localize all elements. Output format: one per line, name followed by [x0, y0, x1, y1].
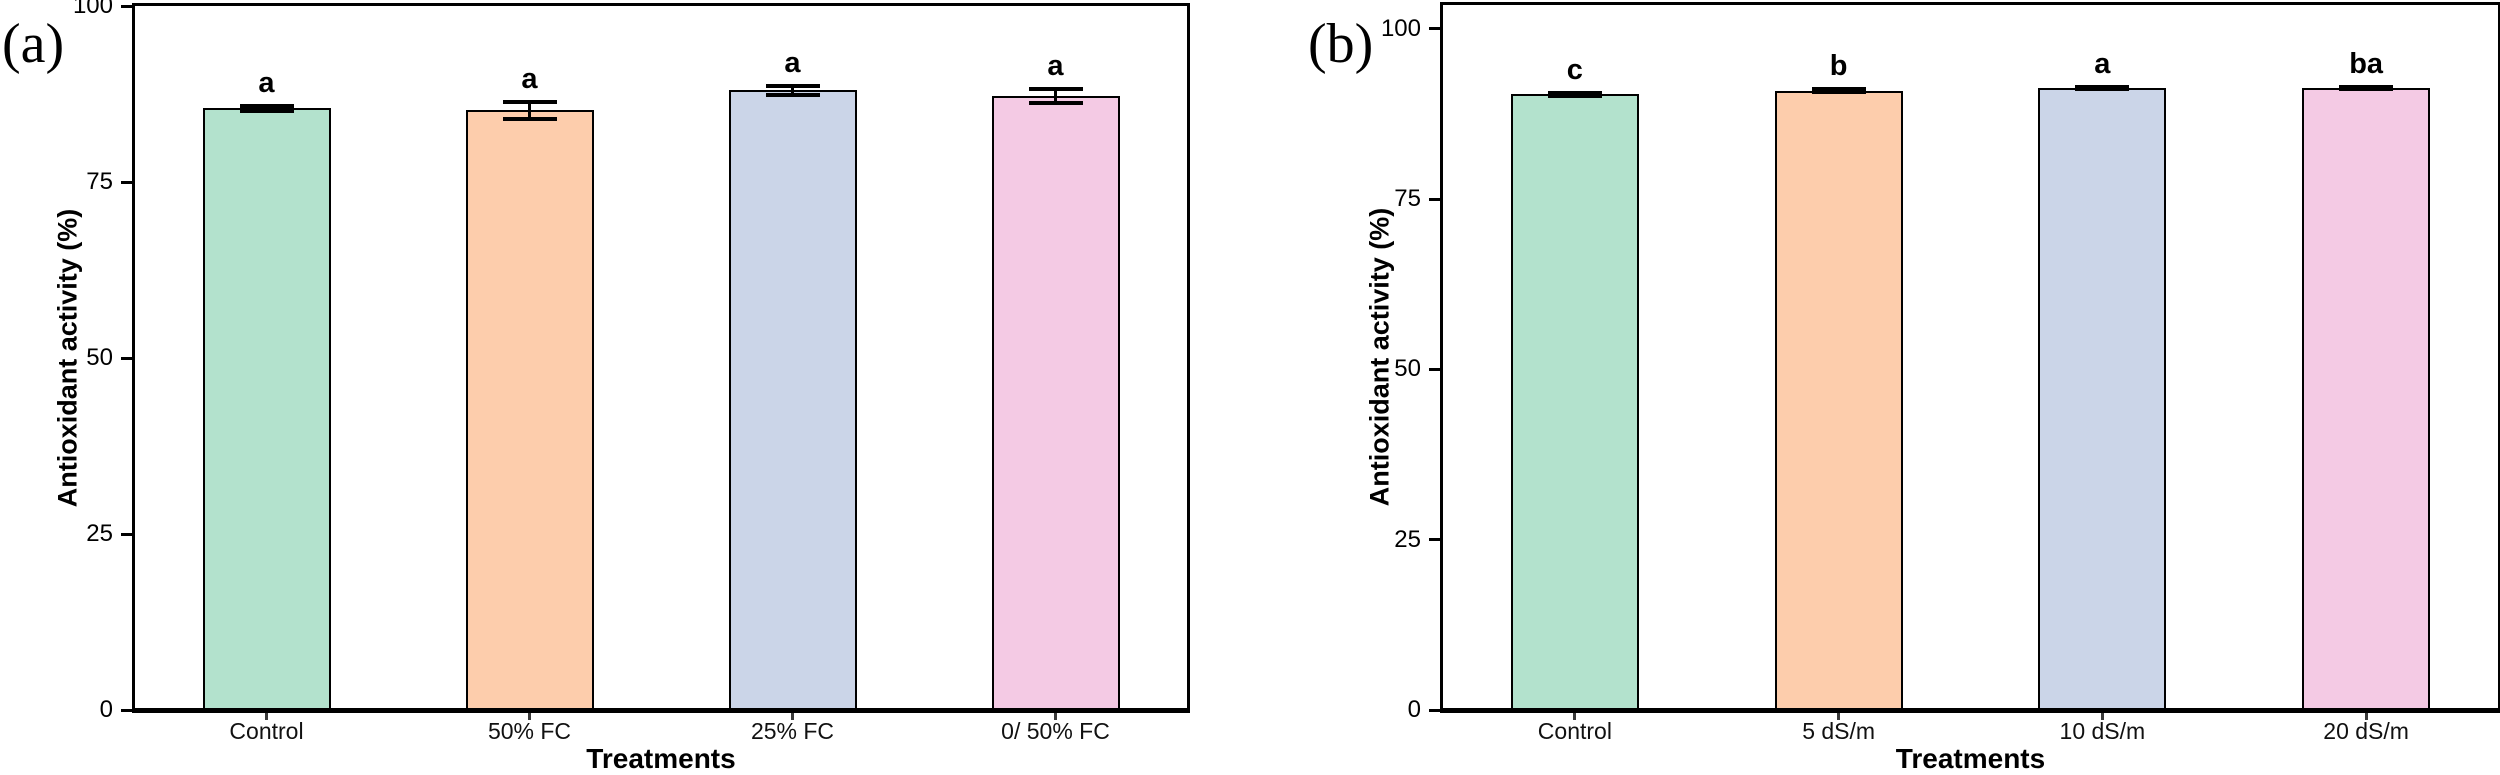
- panel-b-ytick-label: 75: [1394, 185, 1421, 213]
- panel-a-errorbar-cap-top-1: [239, 103, 294, 108]
- panel-a-xtick-label-1: Control: [229, 718, 304, 744]
- panel-a-bar-2: [465, 110, 594, 710]
- panel-b-xtick-mark-3: [2100, 713, 2104, 720]
- panel-a-errorbar-cap-bottom-2: [502, 116, 557, 121]
- panel-a-ytick-mark: [121, 708, 132, 712]
- panel-b-bar-1: [1510, 94, 1639, 710]
- panel-a-errorbar-cap-bottom-1: [239, 108, 294, 113]
- panel-a-ytick-label: 25: [86, 520, 113, 547]
- panel-a-errorbar-cap-top-4: [1028, 87, 1083, 92]
- panel-b-xtick-mark-2: [1837, 713, 1841, 720]
- panel-a-bar-1: [202, 108, 331, 710]
- panel-b-errorbar-cap-bottom-1: [1547, 93, 1602, 98]
- panel-b-ytick-mark: [1429, 708, 1440, 712]
- panel-a-ytick-mark: [121, 356, 132, 360]
- panel-a-errorbar-1: [265, 105, 268, 111]
- panel-a-ytick-label: 75: [86, 168, 113, 195]
- panel-b-ytick-mark: [1429, 538, 1440, 542]
- panel-a-xtick-label-2: 50% FC: [487, 718, 572, 744]
- panel-b-ytick-label: 50: [1394, 355, 1421, 383]
- panel-b-xtick-label-3: 10 dS/m: [2059, 718, 2146, 744]
- panel-a-xtick-mark-3: [791, 713, 794, 720]
- panel-b-ytick-mark: [1429, 367, 1440, 371]
- panel-b-errorbar-cap-top-2: [1811, 87, 1866, 92]
- panel-a-ytick-label: 0: [99, 696, 113, 723]
- panel-a-errorbar-cap-top-2: [502, 99, 557, 104]
- panel-a-ytick-mark: [121, 4, 132, 8]
- panel-a-sig-letter-3: a: [784, 46, 801, 79]
- panel-a-errorbar-3: [791, 85, 794, 96]
- panel-b-xtick-mark-4: [2364, 713, 2368, 720]
- panel-b-sig-letter-3: a: [2094, 47, 2111, 80]
- panel-a-ytick-label: 50: [86, 344, 113, 371]
- panel-b-xtick-label-1: Control: [1537, 718, 1612, 744]
- panel-b-sig-letter-4: ba: [2349, 47, 2384, 80]
- panel-b-errorbar-cap-bottom-2: [1811, 90, 1866, 95]
- panel-b-label: (b): [1308, 13, 1374, 75]
- panel-a-ytick-label: 100: [72, 0, 113, 19]
- panel-b-xtick-label-4: 20 dS/m: [2323, 718, 2409, 744]
- panel-a-sig-letter-4: a: [1047, 50, 1064, 83]
- panel-b-ytick-label: 100: [1380, 14, 1421, 42]
- panel-b-sig-letter-2: b: [1829, 50, 1848, 83]
- panel-a-xtick-label-3: 25% FC: [750, 718, 835, 744]
- panel-a-errorbar-2: [528, 101, 531, 119]
- panel-a-ytick-mark: [121, 532, 132, 536]
- panel-b-errorbar-cap-top-4: [2339, 84, 2394, 89]
- panel-a-errorbar-cap-bottom-4: [1028, 100, 1083, 105]
- panel-b-sig-letter-1: c: [1566, 53, 1583, 86]
- panel-b-x-axis-title: Treatments: [1895, 743, 2046, 774]
- panel-a-bar-4: [991, 96, 1120, 710]
- panel-a-x-axis-title: Treatments: [586, 743, 736, 774]
- panel-a-sig-letter-1: a: [258, 66, 275, 99]
- panel-a-ytick-mark: [121, 180, 132, 184]
- panel-a-xtick-mark-2: [528, 713, 531, 720]
- panel-b-errorbar-cap-top-1: [1547, 90, 1602, 95]
- panel-b-errorbar-cap-bottom-3: [2075, 87, 2130, 92]
- panel-b: (b) Antioxidant activity (%) Treatments …: [1250, 0, 2500, 774]
- panel-b-errorbar-cap-top-3: [2075, 84, 2130, 89]
- panel-a-xtick-mark-1: [265, 713, 268, 720]
- panel-b-ytick-label: 0: [1407, 696, 1421, 723]
- panel-a-sig-letter-2: a: [521, 62, 538, 95]
- panel-b-x-axis-line: [1440, 708, 2500, 713]
- panel-b-errorbar-cap-bottom-4: [2339, 87, 2394, 92]
- panel-a-errorbar-cap-bottom-3: [765, 93, 820, 98]
- panel-b-bar-2: [1774, 90, 1903, 710]
- panel-a-xtick-label-4: 0/ 50% FC: [1001, 718, 1110, 744]
- panel-b-bar-4: [2302, 88, 2431, 710]
- panel-a-x-axis-line: [132, 708, 1190, 713]
- panel-b-xtick-mark-1: [1573, 713, 1577, 720]
- panel-a-xtick-mark-4: [1054, 713, 1057, 720]
- panel-a: (a) Antioxidant activity (%) Treatments …: [0, 0, 1250, 774]
- panel-b-bar-3: [2038, 88, 2167, 710]
- panel-a-bar-3: [728, 90, 857, 710]
- panel-a-errorbar-4: [1054, 89, 1057, 103]
- panel-b-ytick-mark: [1429, 27, 1440, 31]
- panel-b-xtick-label-2: 5 dS/m: [1802, 718, 1876, 744]
- panel-a-errorbar-cap-top-3: [765, 83, 820, 88]
- panel-b-ytick-label: 25: [1394, 525, 1421, 553]
- panel-b-ytick-mark: [1429, 197, 1440, 201]
- panel-a-label: (a): [2, 13, 65, 75]
